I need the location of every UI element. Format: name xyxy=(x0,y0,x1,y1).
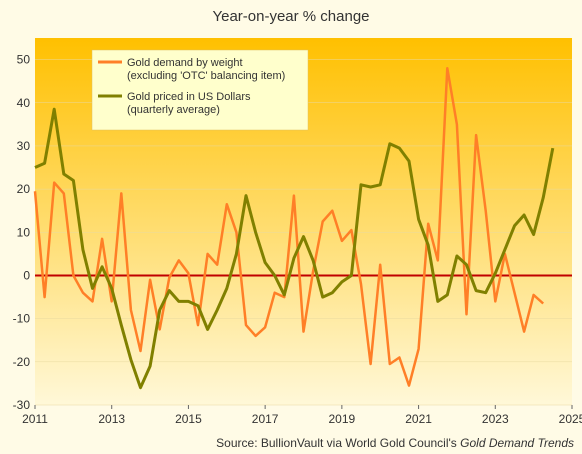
y-tick-label: 50 xyxy=(17,53,31,67)
x-tick-label: 2019 xyxy=(329,412,356,426)
x-tick-label: 2011 xyxy=(22,412,48,426)
source-note: Source: BullionVault via World Gold Coun… xyxy=(216,436,574,450)
legend-label-1: Gold demand by weight xyxy=(127,57,243,69)
series-line-2 xyxy=(34,107,555,390)
legend-sublabel-2: (quarterly average) xyxy=(127,104,220,116)
x-tick-label: 2013 xyxy=(98,412,125,426)
source-text: Source: BullionVault via World Gold Coun… xyxy=(216,436,457,450)
y-tick-label: 40 xyxy=(17,96,31,110)
chart-title: Year-on-year % change xyxy=(212,8,370,25)
y-axis-ticks: 50 40 30 20 10 0 -10 -20 -30 xyxy=(13,53,31,412)
legend-label-2: Gold priced in US Dollars xyxy=(127,91,251,103)
x-axis-ticks: 2011 2013 2015 2017 2019 2021 2023 2025 xyxy=(22,405,582,426)
series-layer xyxy=(33,66,555,390)
legend-sublabel-1: (excluding 'OTC' balancing item) xyxy=(127,70,285,82)
series-line-1 xyxy=(33,66,545,387)
legend: Gold demand by weight(excluding 'OTC' ba… xyxy=(91,49,309,131)
y-tick-label: 10 xyxy=(17,225,31,239)
legend-box xyxy=(91,49,309,131)
source-italic-text: Gold Demand Trends xyxy=(460,436,574,450)
x-tick-label: 2021 xyxy=(405,412,432,426)
y-tick-label: -10 xyxy=(13,312,31,326)
x-tick-label: 2015 xyxy=(175,412,202,426)
y-tick-label: 0 xyxy=(23,268,30,282)
x-tick-label: 2025 xyxy=(559,412,582,426)
y-tick-label: 20 xyxy=(17,182,31,196)
y-tick-label: -20 xyxy=(13,355,31,369)
y-tick-label: -30 xyxy=(13,398,31,412)
x-tick-label: 2023 xyxy=(482,412,509,426)
x-tick-label: 2017 xyxy=(252,412,279,426)
y-tick-label: 30 xyxy=(17,139,31,153)
